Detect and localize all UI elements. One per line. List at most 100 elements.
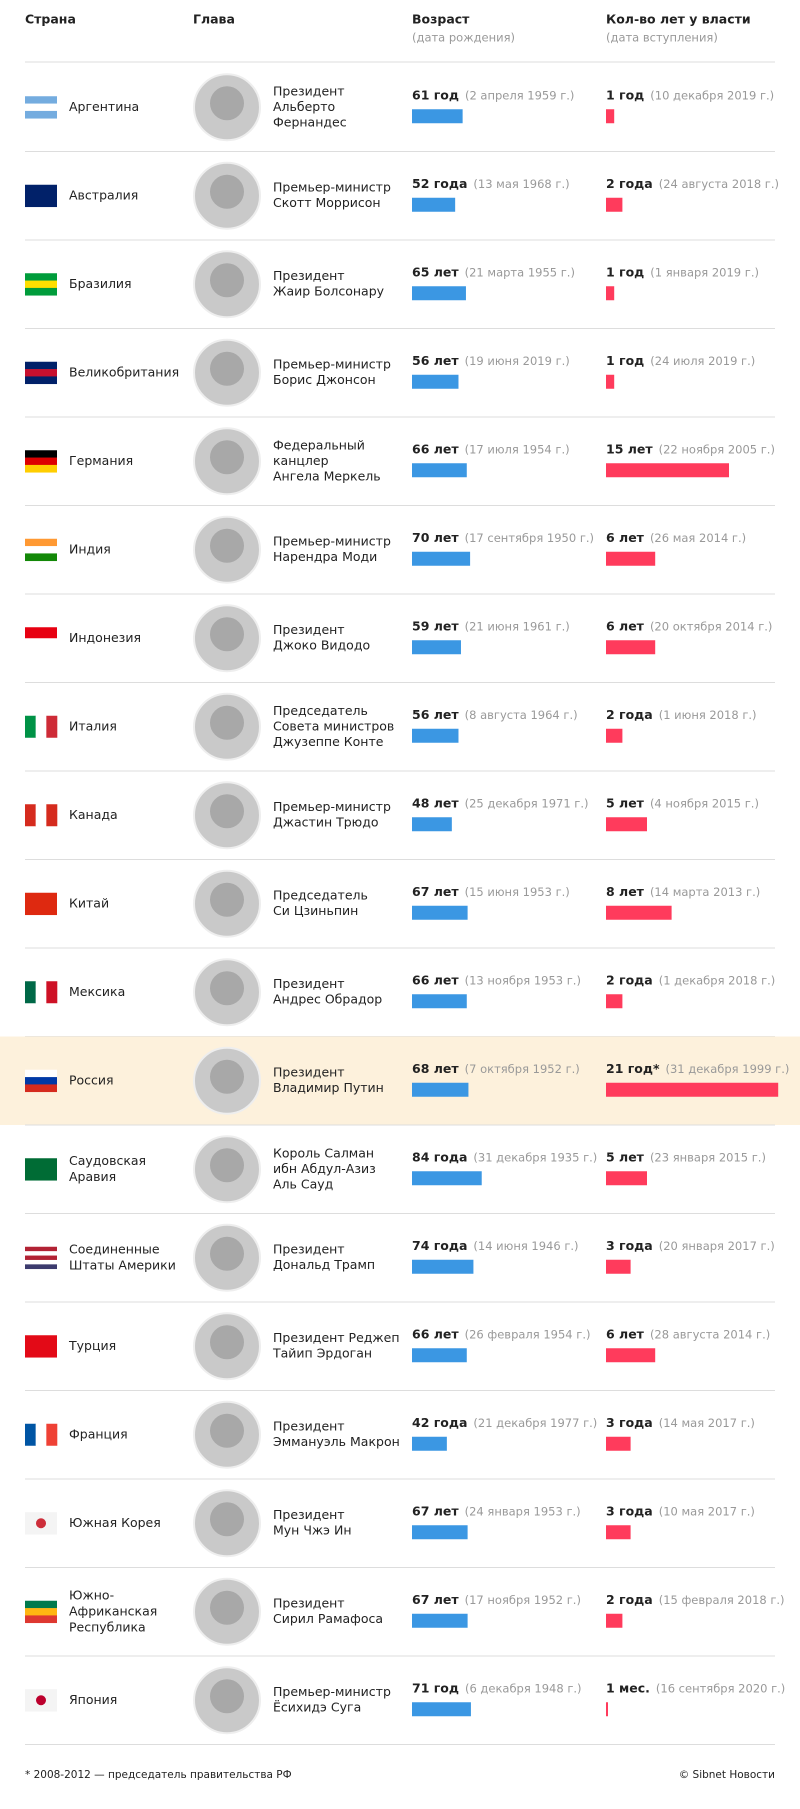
birth-date: (21 марта 1955 г.) [465,265,575,279]
flag-stripe [25,553,57,562]
age-bar [412,640,461,655]
age-label: 71 год [412,1680,459,1695]
tenure-bar [606,1525,631,1540]
age-bar [412,817,452,832]
tenure-text: 3 года (14 мая 2017 г.) [606,1414,755,1429]
age-label: 67 лет [412,1591,459,1606]
country-name: Канада [69,807,118,822]
tenure-bar [606,1171,647,1186]
leader-line: Председатель [273,703,368,718]
age-text: 84 года (31 декабря 1935 г.) [412,1149,597,1164]
country-name: Аргентина [69,99,139,114]
birth-date: (8 августа 1964 г.) [465,707,578,721]
age-text: 67 лет (15 июня 1953 г.) [412,883,570,898]
age-text: 61 год (2 апреля 1959 г.) [412,87,574,102]
country-name: Аравия [69,1169,116,1184]
leader-line: Си Цзиньпин [273,903,358,918]
tenure-bar [606,728,623,743]
age-bar [412,551,471,566]
leader-line: Премьер-министр [273,357,391,372]
country-name: Республика [69,1619,146,1634]
tenure-text: 1 мес. (16 сентября 2020 г.) [606,1680,785,1695]
tenure-label: 1 год [606,352,644,367]
flag-stripe [25,287,57,296]
tenure-bar [606,463,729,478]
age-bar [412,1702,471,1717]
country-name: Штаты Америки [69,1257,176,1272]
age-label: 70 лет [412,529,459,544]
country-name: Африканская [69,1603,157,1618]
birth-date: (21 июня 1961 г.) [465,619,570,633]
age-label: 84 года [412,1149,467,1164]
country-name: Южная Корея [69,1515,161,1530]
leader-photo-face [210,1679,244,1714]
birth-date: (17 июля 1954 г.) [465,442,570,456]
age-label: 66 лет [412,1326,459,1341]
tenure-label: 3 года [606,1237,653,1252]
flag-stripe [25,1077,57,1085]
flag-stripe [46,804,58,827]
header-age: Возраст [412,12,470,27]
flag-stripe [25,450,57,458]
country-name: Мексика [69,984,125,999]
leader-line: Борис Джонсон [273,372,376,387]
leader-line: Джоко Видодо [273,638,370,653]
leader-line: Фернандес [273,114,347,129]
birth-date: (17 ноября 1952 г.) [465,1592,581,1606]
tenure-text: 3 года (20 января 2017 г.) [606,1237,775,1252]
birth-date: (7 октября 1952 г.) [465,1061,580,1075]
tenure-label: 15 лет [606,441,653,456]
age-label: 52 года [412,175,467,190]
footnote: * 2008-2012 — председатель правительства… [25,1769,292,1781]
country-name: Соединенные [69,1241,160,1256]
tenure-bar [606,197,623,212]
flag-stripe [25,1335,57,1358]
birth-date: (26 февраля 1954 г.) [465,1327,591,1341]
leader-photo-face [210,1413,244,1448]
source: © Sibnet Новости [679,1769,775,1781]
age-text: 56 лет (8 августа 1964 г.) [412,706,578,721]
leader-line: Президент [273,1596,345,1611]
flag-stripe [25,892,57,916]
leader-line: Владимир Путин [273,1080,384,1095]
flag-stripe [25,369,57,377]
flag-stripe [35,715,47,738]
country-name: Франция [69,1426,128,1441]
leader-line: Президент [273,976,345,991]
tenure-label: 6 лет [606,529,645,544]
leader-photo-face [210,174,244,209]
since-date: (1 января 2019 г.) [650,265,759,279]
leader-line: Президент [273,622,345,637]
leader-line: Нарендра Моди [273,549,377,564]
flag-stripe [25,1158,57,1181]
tenure-label: 2 года [606,706,653,721]
age-label: 59 лет [412,618,459,633]
tenure-label: 2 года [606,972,653,987]
flag-stripe [46,1423,58,1446]
age-text: 74 года (14 июня 1946 г.) [412,1237,579,1252]
tenure-label: 1 мес. [606,1680,650,1695]
flag-stripe [25,103,57,112]
age-text: 67 лет (24 января 1953 г.) [412,1503,581,1518]
leader-line: Сирил Рамафоса [273,1611,383,1626]
flag-stripe [25,1423,36,1446]
tenure-label: 3 года [606,1414,653,1429]
age-bar [412,286,466,301]
flag-stripe [25,376,57,385]
tenure-bar [606,905,672,920]
flag-stripe [25,96,57,104]
birth-date: (13 мая 1968 г.) [473,176,569,190]
leader-photo-face [210,351,244,386]
leader-photo-face [210,794,244,829]
leader-line: Альберто [273,99,335,114]
tenure-text: 1 год (10 декабря 2019 г.) [606,87,774,102]
since-date: (16 сентября 2020 г.) [656,1681,785,1695]
tenure-label: 6 лет [606,618,645,633]
leader-line: Дональд Трамп [273,1257,375,1272]
tenure-text: 1 год (24 июля 2019 г.) [606,352,755,367]
flag-stripe [25,1255,57,1261]
age-bar [412,374,459,389]
birth-date: (25 декабря 1971 г.) [465,796,589,810]
age-text: 56 лет (19 июня 2019 г.) [412,352,570,367]
